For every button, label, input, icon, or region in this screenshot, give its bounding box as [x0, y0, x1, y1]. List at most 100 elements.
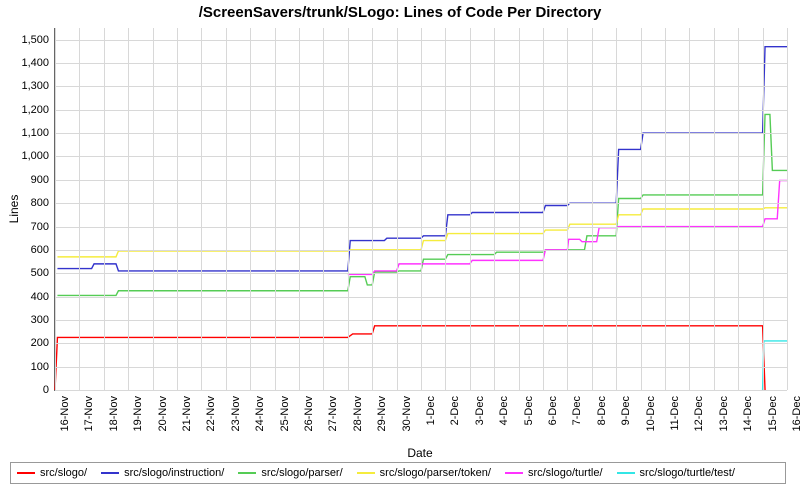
gridline-v — [177, 28, 178, 390]
plot-area: 01002003004005006007008009001,0001,1001,… — [54, 28, 787, 391]
series-line — [763, 341, 787, 390]
gridline-v — [567, 28, 568, 390]
y-tick-label: 200 — [31, 337, 49, 349]
gridline-v — [714, 28, 715, 390]
legend-swatch — [357, 472, 375, 474]
gridline-v — [519, 28, 520, 390]
gridline-v — [201, 28, 202, 390]
legend-label: src/slogo/parser/ — [261, 467, 342, 479]
gridline-v — [787, 28, 788, 390]
y-tick-label: 800 — [31, 197, 49, 209]
gridline-v — [226, 28, 227, 390]
y-tick-label: 300 — [31, 314, 49, 326]
x-tick-label: 22-Nov — [205, 396, 217, 431]
x-tick-label: 8-Dec — [596, 396, 608, 425]
series-line — [57, 114, 787, 295]
x-tick-label: 12-Dec — [693, 396, 705, 431]
x-tick-label: 27-Nov — [327, 396, 339, 431]
y-tick-label: 1,200 — [21, 104, 49, 116]
x-tick-label: 1-Dec — [425, 396, 437, 425]
x-tick-label: 11-Dec — [669, 396, 681, 431]
gridline-v — [79, 28, 80, 390]
gridline-v — [275, 28, 276, 390]
y-tick-label: 700 — [31, 221, 49, 233]
x-tick-label: 7-Dec — [571, 396, 583, 425]
legend-swatch — [17, 472, 35, 474]
gridline-v — [104, 28, 105, 390]
gridline-v — [592, 28, 593, 390]
y-tick-label: 1,100 — [21, 127, 49, 139]
gridline-v — [348, 28, 349, 390]
x-tick-label: 10-Dec — [645, 396, 657, 431]
y-tick-label: 400 — [31, 291, 49, 303]
x-tick-label: 23-Nov — [230, 396, 242, 431]
legend-item: src/slogo/ — [17, 467, 87, 479]
y-tick-label: 0 — [43, 384, 49, 396]
x-tick-label: 3-Dec — [474, 396, 486, 425]
y-tick-label: 1,500 — [21, 34, 49, 46]
x-tick-label: 9-Dec — [620, 396, 632, 425]
gridline-v — [616, 28, 617, 390]
gridline-v — [372, 28, 373, 390]
x-tick-label: 16-Nov — [59, 396, 71, 431]
gridline-v — [763, 28, 764, 390]
y-tick-label: 1,300 — [21, 80, 49, 92]
x-tick-label: 25-Nov — [279, 396, 291, 431]
x-axis-label: Date — [407, 446, 432, 460]
legend-swatch — [101, 472, 119, 474]
series-line — [57, 47, 787, 271]
gridline-v — [470, 28, 471, 390]
series-line — [55, 326, 765, 390]
legend-swatch — [505, 472, 523, 474]
y-tick-label: 100 — [31, 361, 49, 373]
x-tick-label: 30-Nov — [401, 396, 413, 431]
gridline-v — [689, 28, 690, 390]
y-axis-label: Lines — [7, 195, 21, 224]
legend-label: src/slogo/parser/token/ — [380, 467, 491, 479]
x-tick-label: 28-Nov — [352, 396, 364, 431]
x-tick-label: 2-Dec — [449, 396, 461, 425]
legend-swatch — [238, 472, 256, 474]
x-tick-label: 15-Dec — [767, 396, 779, 431]
gridline-v — [323, 28, 324, 390]
x-tick-label: 18-Nov — [108, 396, 120, 431]
x-tick-label: 24-Nov — [254, 396, 266, 431]
gridline-v — [397, 28, 398, 390]
x-tick-label: 20-Nov — [157, 396, 169, 431]
x-tick-label: 16-Dec — [791, 396, 800, 431]
chart-root: /ScreenSavers/trunk/SLogo: Lines of Code… — [0, 0, 800, 500]
x-tick-label: 4-Dec — [498, 396, 510, 425]
gridline-h — [55, 390, 787, 391]
gridline-v — [445, 28, 446, 390]
x-tick-label: 5-Dec — [523, 396, 535, 425]
y-tick-label: 1,000 — [21, 150, 49, 162]
gridline-v — [543, 28, 544, 390]
gridline-v — [494, 28, 495, 390]
legend-item: src/slogo/instruction/ — [101, 467, 224, 479]
legend-item: src/slogo/parser/token/ — [357, 467, 491, 479]
gridline-v — [250, 28, 251, 390]
y-tick-label: 900 — [31, 174, 49, 186]
y-tick-label: 1,400 — [21, 57, 49, 69]
gridline-v — [641, 28, 642, 390]
legend-item: src/slogo/parser/ — [238, 467, 342, 479]
legend: src/slogo/src/slogo/instruction/src/slog… — [10, 462, 786, 484]
x-tick-label: 29-Nov — [376, 396, 388, 431]
x-tick-label: 13-Dec — [718, 396, 730, 431]
chart-title: /ScreenSavers/trunk/SLogo: Lines of Code… — [0, 0, 800, 21]
gridline-v — [738, 28, 739, 390]
legend-item: src/slogo/turtle/test/ — [617, 467, 735, 479]
legend-label: src/slogo/ — [40, 467, 87, 479]
gridline-v — [299, 28, 300, 390]
y-tick-label: 500 — [31, 267, 49, 279]
x-tick-label: 26-Nov — [303, 396, 315, 431]
x-tick-label: 19-Nov — [132, 396, 144, 431]
gridline-v — [153, 28, 154, 390]
legend-label: src/slogo/turtle/test/ — [640, 467, 735, 479]
gridline-v — [665, 28, 666, 390]
legend-swatch — [617, 472, 635, 474]
legend-label: src/slogo/instruction/ — [124, 467, 224, 479]
x-tick-label: 6-Dec — [547, 396, 559, 425]
gridline-v — [421, 28, 422, 390]
gridline-v — [55, 28, 56, 390]
